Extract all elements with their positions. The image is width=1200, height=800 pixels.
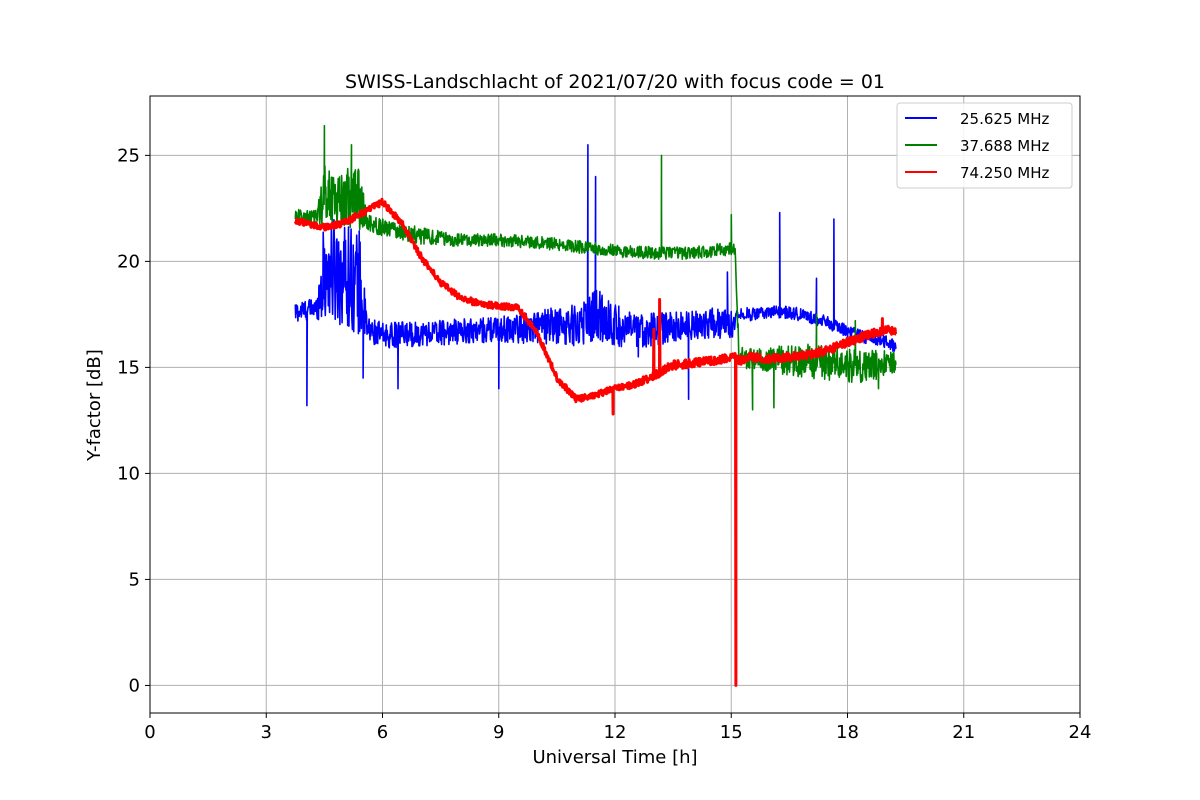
ticks: 0 3 6 9 12 15 18 21 24 0 5 10 15 20 25 [117, 145, 1091, 743]
x-tick-label: 3 [261, 722, 272, 743]
legend-frame [896, 102, 1073, 189]
x-tick-label: 0 [144, 722, 155, 743]
x-tick-label: 24 [1069, 722, 1092, 743]
x-tick-label: 12 [604, 722, 627, 743]
chart-title: SWISS-Landschlacht of 2021/07/20 with fo… [345, 71, 885, 93]
y-tick-label: 20 [117, 251, 140, 272]
legend-label-37-688: 37.688 MHz [960, 137, 1049, 155]
x-tick-label: 15 [720, 722, 743, 743]
legend: 25.625 MHz 37.688 MHz 74.250 MHz [896, 102, 1073, 189]
x-tick-label: 21 [952, 722, 975, 743]
legend-label-74-250: 74.250 MHz [960, 164, 1049, 182]
y-tick-label: 15 [117, 357, 140, 378]
y-tick-label: 5 [129, 569, 140, 590]
y-tick-label: 25 [117, 145, 140, 166]
x-tick-label: 18 [836, 722, 859, 743]
x-tick-label: 6 [377, 722, 388, 743]
series-line-37-688-mhz [294, 124, 897, 411]
x-axis-label: Universal Time [h] [532, 747, 697, 768]
legend-label-25-625: 25.625 MHz [960, 110, 1049, 128]
series-layer [293, 124, 897, 687]
series-line-25-625-mhz [294, 144, 897, 407]
y-tick-label: 0 [129, 675, 140, 696]
y-axis-label: Y-factor [dB] [84, 349, 105, 462]
series-line-74-250-mhz [293, 197, 897, 687]
x-tick-label: 9 [493, 722, 504, 743]
y-tick-label: 10 [117, 463, 140, 484]
